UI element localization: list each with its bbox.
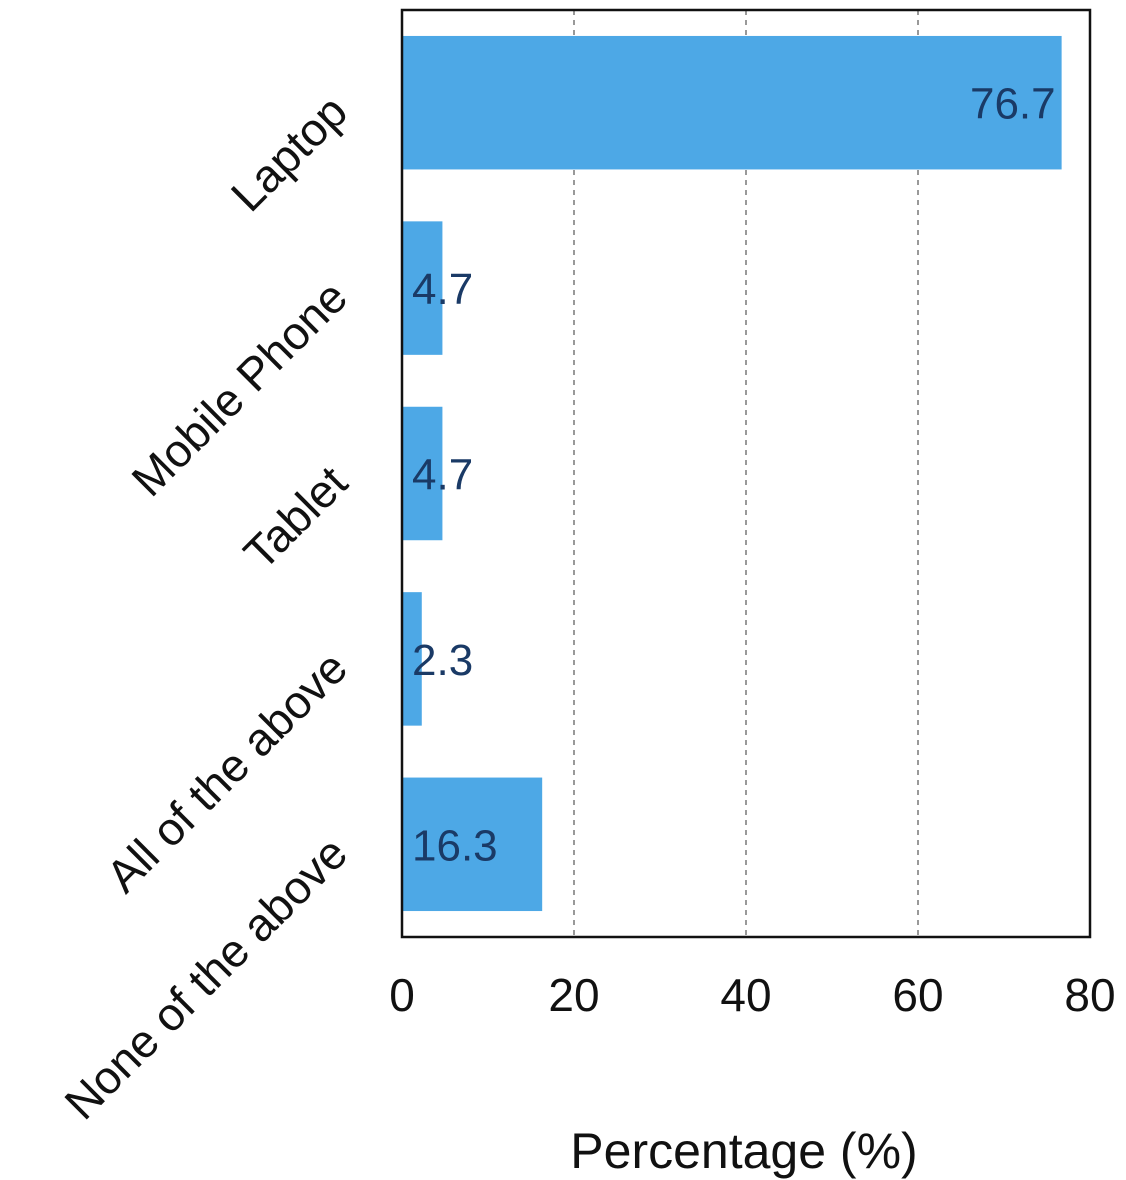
bar xyxy=(402,35,1062,170)
data-label: 4.7 xyxy=(412,451,473,500)
x-axis-label: Percentage (%) xyxy=(570,1123,917,1179)
x-tick-label: 80 xyxy=(1064,969,1115,1021)
bar xyxy=(402,221,443,355)
category-label: None of the above xyxy=(54,827,357,1130)
plot-frame xyxy=(400,8,1092,939)
data-label: 4.7 xyxy=(412,265,473,314)
bar xyxy=(402,406,443,541)
x-tick-labels: 0 20 40 60 80 xyxy=(389,969,1115,1021)
bar xyxy=(402,777,543,912)
data-label: 16.3 xyxy=(412,821,498,870)
category-label: Tablet xyxy=(234,456,358,580)
data-label: 2.3 xyxy=(412,636,473,685)
category-label: Laptop xyxy=(221,85,357,221)
data-labels: 76.7 4.7 4.7 2.3 16.3 xyxy=(412,80,1056,871)
bars xyxy=(402,35,1062,912)
x-tick-label: 0 xyxy=(389,969,415,1021)
x-tick-label: 40 xyxy=(720,969,771,1021)
x-tick-label: 60 xyxy=(892,969,943,1021)
data-label: 76.7 xyxy=(970,80,1056,129)
x-tick-label: 20 xyxy=(548,969,599,1021)
bar xyxy=(402,592,422,726)
